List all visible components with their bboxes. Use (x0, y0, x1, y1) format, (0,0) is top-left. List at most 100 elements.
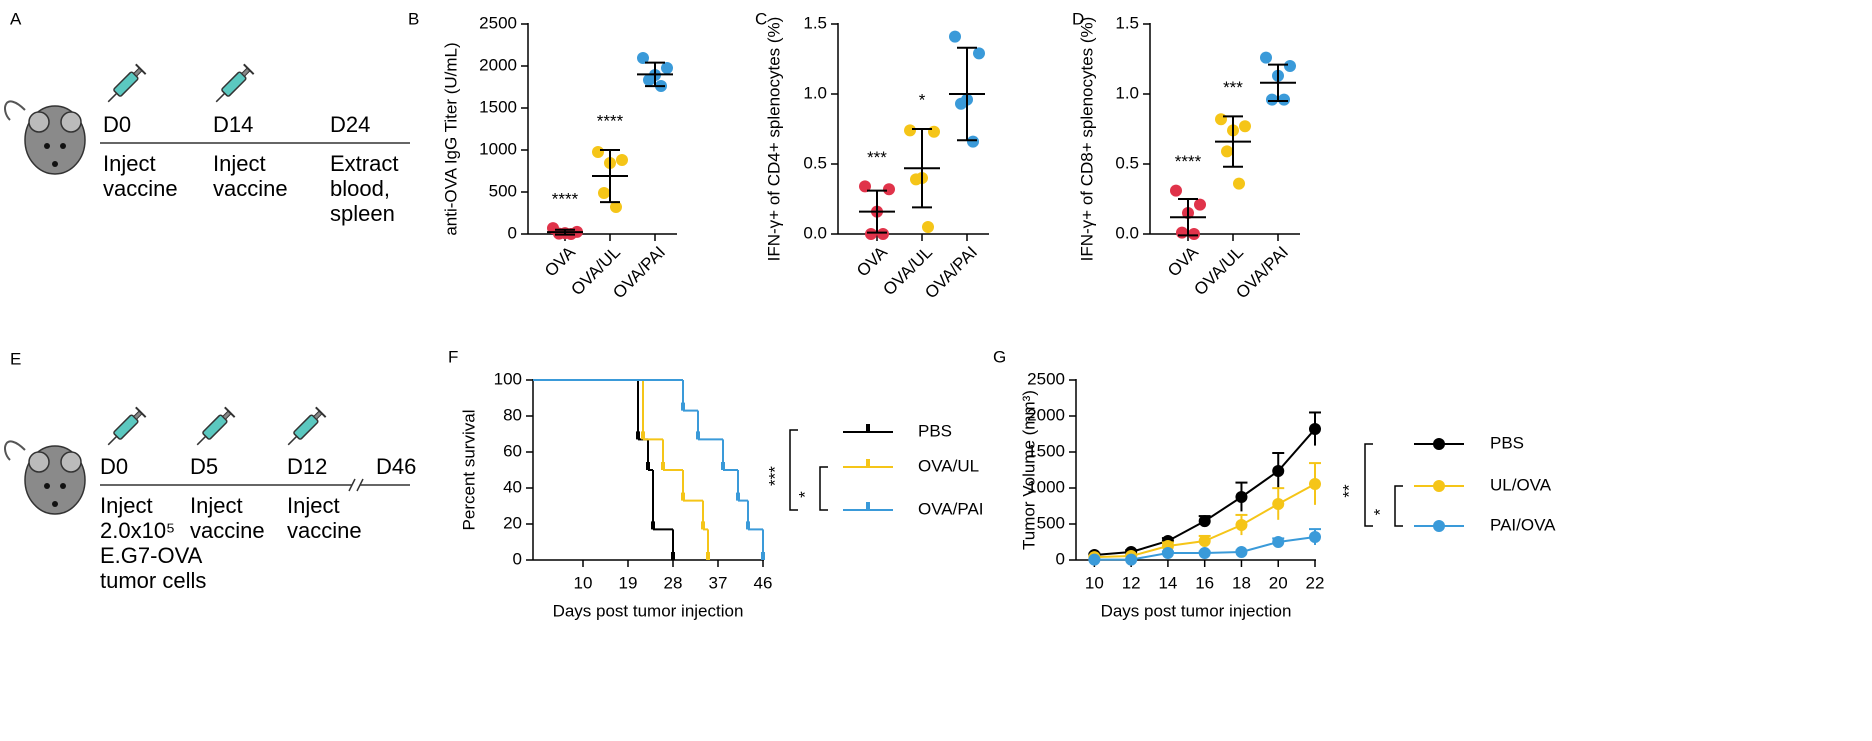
step-text: Inject (100, 493, 153, 518)
y-tick-label: 2500 (1027, 369, 1065, 388)
y-tick-label: 0.5 (803, 153, 827, 172)
y-tick-label: 0 (1056, 549, 1065, 568)
syringe-icon (102, 406, 147, 451)
censor-tick (706, 552, 710, 560)
y-tick-label: 100 (494, 369, 522, 388)
step-text: blood, (330, 176, 390, 201)
marker (1235, 519, 1248, 532)
dot (1239, 120, 1251, 133)
x-tick-label: 28 (664, 573, 683, 592)
marker (1198, 547, 1211, 560)
step-text: E.G7-OVA (100, 543, 203, 568)
y-tick-label: 2500 (479, 13, 517, 32)
dot (1233, 177, 1245, 190)
dot (592, 146, 604, 159)
x-tick-label: OVA (1164, 242, 1202, 280)
marker (1088, 553, 1101, 566)
step-text: Extract (330, 151, 398, 176)
censor-tick (661, 462, 665, 470)
timepoint: D12 (287, 454, 327, 479)
censor-tick (736, 492, 740, 501)
marker (1198, 534, 1211, 547)
significance-label: *** (765, 466, 784, 486)
y-tick-label: 20 (503, 513, 522, 532)
x-tick-label: 10 (574, 573, 593, 592)
censor-tick (681, 492, 685, 501)
marker (1125, 553, 1138, 566)
legend-tick (866, 502, 870, 510)
y-tick-label: 0.5 (1115, 153, 1139, 172)
y-axis-title: Tumor Volume (mm³) (1019, 390, 1038, 550)
y-tick-label: 1.5 (1115, 13, 1139, 32)
significance-bracket (1394, 485, 1403, 527)
x-tick-label: 12 (1122, 573, 1141, 592)
x-tick-label: 10 (1085, 573, 1104, 592)
dot (922, 221, 934, 233)
marker (1272, 465, 1285, 478)
y-tick-label: 0.0 (803, 223, 827, 242)
panel-label: F (448, 347, 458, 366)
dot (955, 97, 967, 110)
syringe-icon (102, 63, 147, 108)
x-tick-label: 18 (1232, 573, 1251, 592)
mouse-icon (4, 100, 86, 175)
marker (1272, 497, 1285, 510)
x-tick-label: 16 (1195, 573, 1214, 592)
legend-label: UL/OVA (1490, 475, 1552, 494)
timepoint: D46 (376, 454, 416, 479)
y-tick-label: 1000 (1027, 477, 1065, 496)
significance-label: * (1370, 508, 1389, 515)
dot (1284, 60, 1296, 72)
significance-bracket (789, 429, 798, 511)
timepoint: D0 (103, 112, 131, 137)
legend-label: PBS (1490, 433, 1524, 452)
y-tick-label: 2000 (1027, 405, 1065, 424)
dot (1188, 228, 1200, 240)
dot (1194, 198, 1206, 211)
legend-marker (1433, 480, 1445, 492)
y-tick-label: 1500 (479, 97, 517, 116)
y-tick-label: 0 (513, 549, 522, 568)
marker (1235, 546, 1248, 559)
significance-label: **** (1175, 152, 1202, 171)
y-tick-label: 1.0 (803, 83, 827, 102)
significance-label: **** (552, 190, 579, 209)
step-text: Inject (213, 151, 266, 176)
dot (949, 30, 961, 43)
y-tick-label: 1000 (479, 139, 517, 158)
step-text: vaccine (287, 518, 362, 543)
mouse-icon (4, 440, 86, 515)
dot (1215, 113, 1227, 126)
legend-marker (1433, 438, 1445, 450)
legend-label: OVA/PAI (918, 499, 984, 518)
dot (1170, 184, 1182, 197)
panel-label: D (1072, 9, 1084, 28)
y-tick-label: 40 (503, 477, 522, 496)
y-axis-title: Percent survival (459, 410, 478, 531)
timepoint: D0 (100, 454, 128, 479)
dot (877, 228, 889, 240)
censor-tick (696, 431, 700, 440)
dot (616, 153, 628, 166)
timepoint: D14 (213, 112, 253, 137)
significance-label: *** (1223, 78, 1243, 97)
step-text: tumor cells (100, 568, 206, 593)
x-tick-label: OVA (541, 242, 579, 280)
x-tick-label: 22 (1306, 573, 1325, 592)
y-tick-label: 1.5 (803, 13, 827, 32)
step-text: vaccine (190, 518, 265, 543)
legend-label: OVA/UL (918, 456, 979, 475)
step-text: vaccine (103, 176, 178, 201)
dot (910, 173, 922, 186)
timeline-break (356, 478, 364, 492)
censor-tick (721, 462, 725, 470)
legend-label: PBS (918, 421, 952, 440)
dot (865, 228, 877, 240)
censor-tick (701, 521, 705, 530)
step-text: Inject (103, 151, 156, 176)
legend-label: PAI/OVA (1490, 515, 1556, 534)
panel-label: B (408, 9, 419, 28)
y-tick-label: 1500 (1027, 441, 1065, 460)
step-text: Inject (287, 493, 340, 518)
